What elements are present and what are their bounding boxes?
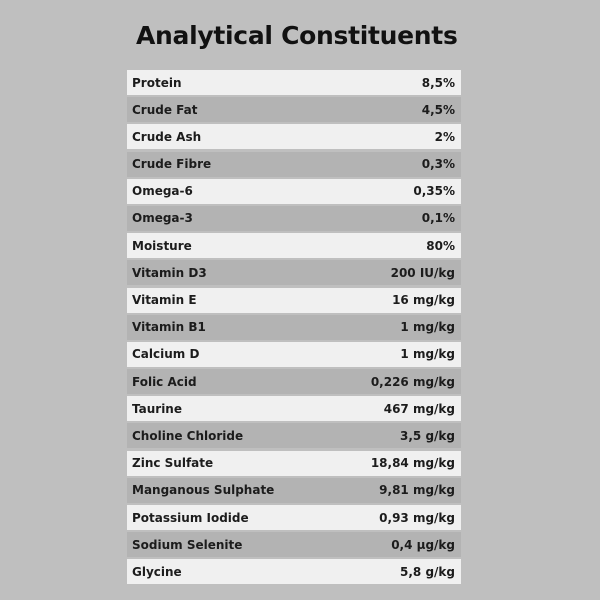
- constituents-table: Protein 8,5% Crude Fat 4,5% Crude Ash 2% Cr…: [127, 70, 461, 587]
- table-row: Sodium Selenite 0,4 µg/kg: [127, 532, 461, 558]
- constituent-name: Manganous Sulphate: [132, 483, 275, 498]
- constituent-value: 1 mg/kg: [400, 320, 455, 335]
- constituent-value: 0,4 µg/kg: [391, 537, 455, 552]
- constituent-name: Moisture: [132, 238, 192, 253]
- constituent-name: Vitamin B1: [132, 320, 206, 335]
- constituent-name: Vitamin E: [132, 293, 197, 307]
- table-row: Taurine 467 mg/kg: [127, 396, 461, 422]
- constituent-value: 0,1%: [421, 211, 455, 226]
- constituent-name: Omega-6: [132, 184, 193, 199]
- table-row: Crude Ash 2%: [127, 124, 461, 150]
- constituent-name: Folic Acid: [132, 374, 197, 389]
- table-row: Vitamin B1 1 mg/kg: [127, 314, 461, 340]
- table-row: Folic Acid 0,226 mg/kg: [127, 369, 461, 395]
- table-row: Crude Fat 4,5%: [127, 97, 461, 123]
- table-row: Zinc Sulfate 18,84 mg/kg: [127, 450, 461, 476]
- constituent-name: Protein: [132, 75, 182, 90]
- constituent-name: Crude Ash: [132, 129, 202, 144]
- constituent-value: 8,5%: [421, 75, 455, 90]
- constituent-name: Crude Fat: [132, 102, 198, 117]
- constituent-value: 9,81 mg/kg: [379, 483, 455, 498]
- constituent-value: 467 mg/kg: [383, 401, 455, 416]
- table-row: Moisture 80%: [127, 233, 461, 259]
- constituent-name: Omega-3: [132, 211, 193, 226]
- table-row: Vitamin D3 200 IU/kg: [127, 260, 461, 286]
- table-row: Protein 8,5%: [127, 70, 461, 95]
- constituent-value: 18,84 mg/kg: [370, 456, 455, 471]
- constituent-value: 80%: [426, 238, 455, 253]
- table-row: Omega-3 0,1%: [127, 205, 461, 231]
- table-row: Omega-6 0,35%: [127, 178, 461, 204]
- table-row: Potassium Iodide 0,93 mg/kg: [127, 505, 461, 530]
- constituent-name: Zinc Sulfate: [132, 456, 214, 471]
- constituent-name: Glycine: [132, 564, 182, 579]
- table-row: Crude Fibre 0,3%: [127, 151, 461, 177]
- table-row: Choline Chloride 3,5 g/kg: [127, 423, 461, 449]
- constituent-name: Calcium D: [132, 347, 200, 362]
- constituent-name: Potassium Iodide: [132, 510, 249, 525]
- constituent-value: 4,5%: [421, 102, 455, 117]
- constituent-value: 5,8 g/kg: [400, 564, 455, 579]
- constituent-value: 1 mg/kg: [400, 347, 455, 362]
- constituent-value: 200 IU/kg: [390, 265, 455, 280]
- constituent-name: Taurine: [132, 401, 182, 416]
- table-row: Glycine 5,8 g/kg: [127, 559, 461, 585]
- constituent-name: Crude Fibre: [132, 157, 212, 172]
- constituent-name: Choline Chloride: [132, 428, 244, 443]
- table-row: Manganous Sulphate 9,81 mg/kg: [127, 477, 461, 503]
- constituent-value: 0,3%: [421, 157, 455, 172]
- constituent-value: 0,35%: [413, 184, 455, 199]
- page-title: Analytical Constituents: [136, 21, 458, 50]
- constituent-value: 0,226 mg/kg: [370, 374, 455, 389]
- table-row: Calcium D 1 mg/kg: [127, 341, 461, 367]
- constituent-name: Vitamin D3: [132, 265, 207, 280]
- constituent-value: 16 mg/kg: [392, 293, 455, 307]
- table-row: Vitamin E 16 mg/kg: [127, 287, 461, 313]
- constituent-value: 2%: [434, 129, 455, 144]
- constituent-value: 0,93 mg/kg: [379, 510, 455, 525]
- constituent-value: 3,5 g/kg: [400, 428, 455, 443]
- constituent-name: Sodium Selenite: [132, 537, 243, 552]
